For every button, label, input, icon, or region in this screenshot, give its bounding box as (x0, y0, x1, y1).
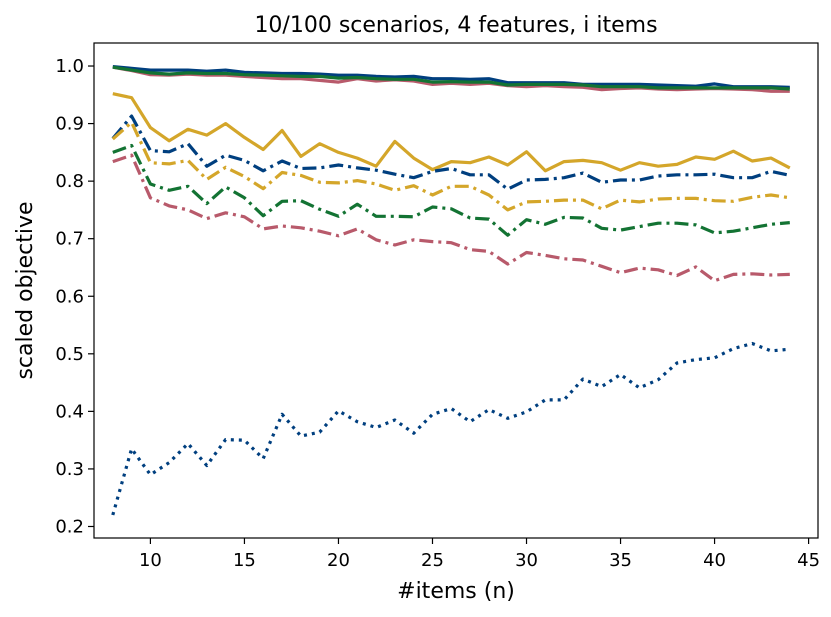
x-tick-label: 45 (797, 550, 820, 571)
series-line-1 (112, 65, 790, 93)
axes: 10 15 20 25 30 35 40 45 0.2 0.3 0.4 0.5 0.6 0.7 0.8 0.9… (55, 56, 820, 571)
y-tick-label: 1.0 (55, 56, 84, 77)
x-tick-label: 15 (233, 550, 256, 571)
x-axis-title: #items (n) (397, 579, 515, 604)
y-tick-label: 0.3 (55, 459, 84, 480)
y-tick-label: 0.5 (55, 344, 84, 365)
series-line-2 (112, 65, 790, 89)
y-tick-label: 0.7 (55, 229, 84, 250)
x-tick-label: 40 (703, 550, 726, 571)
series-line-4 (112, 92, 791, 173)
series-lines (111, 65, 791, 516)
series-line-6 (111, 120, 791, 212)
x-tick-label: 20 (327, 550, 350, 571)
series-line-3 (112, 65, 790, 91)
x-tick-label: 10 (139, 550, 162, 571)
chart-title: 10/100 scenarios, 4 features, i items (254, 13, 657, 38)
x-tick-label: 30 (515, 550, 538, 571)
x-tick-label: 35 (609, 550, 632, 571)
y-tick-label: 0.2 (55, 516, 84, 537)
series-line-9 (111, 341, 790, 516)
y-axis-title: scaled objective (13, 201, 38, 379)
plot-frame (93, 42, 819, 539)
y-tick-label: 0.4 (55, 401, 84, 422)
x-tick-label: 25 (421, 550, 444, 571)
y-tick-label: 0.8 (55, 171, 84, 192)
series-line-7 (112, 143, 790, 237)
y-tick-label: 0.6 (55, 286, 84, 307)
y-tick-label: 0.9 (55, 114, 84, 135)
series-line-5 (111, 114, 791, 191)
series-line-8 (112, 153, 790, 283)
